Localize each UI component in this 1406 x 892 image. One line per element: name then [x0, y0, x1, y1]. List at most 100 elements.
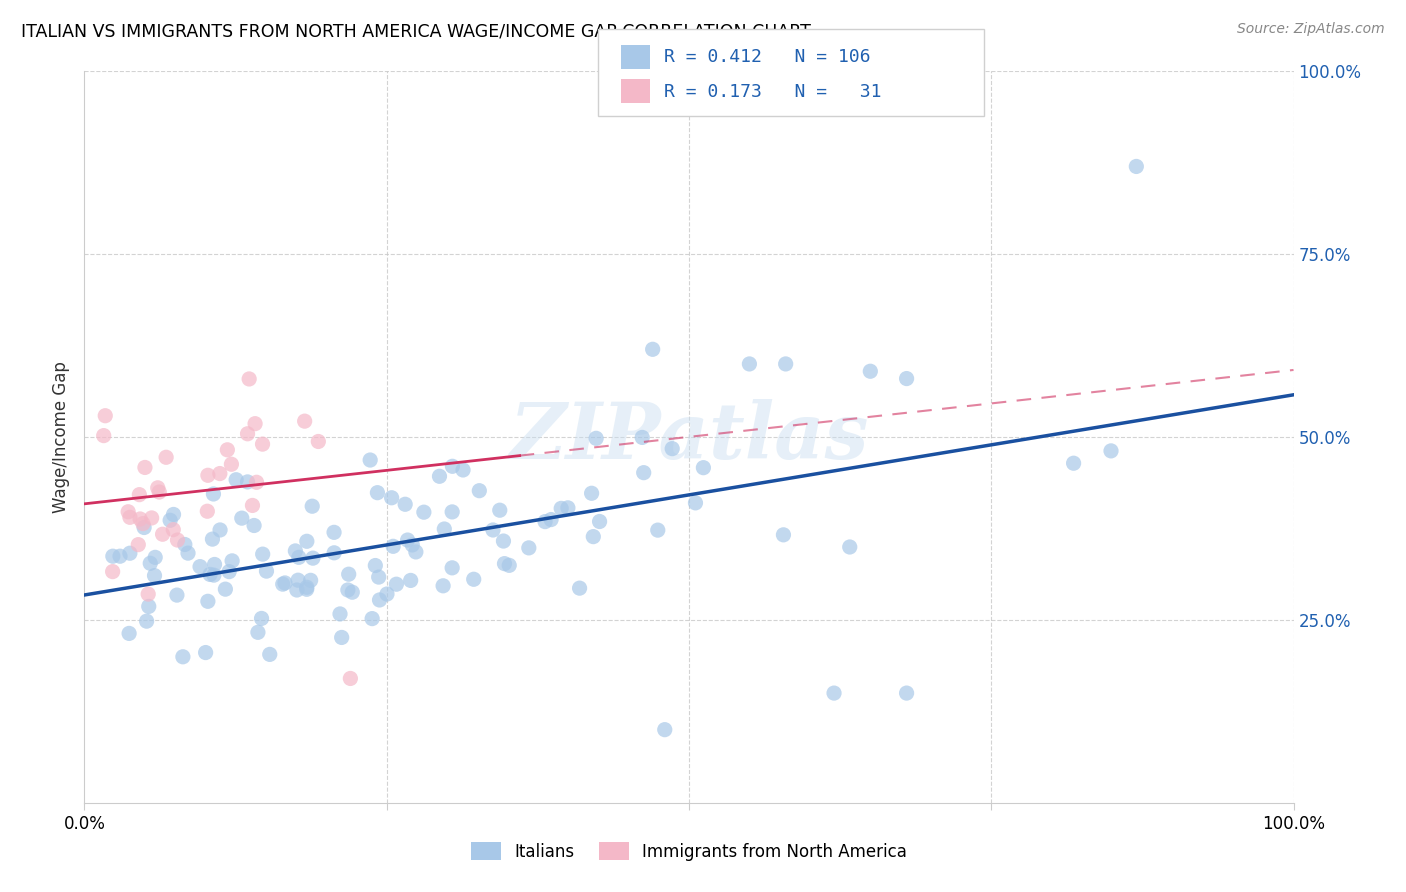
Point — [385, 577, 408, 591]
Point — [209, 523, 232, 537]
Point — [429, 469, 451, 483]
Point — [336, 582, 359, 597]
Point — [401, 538, 423, 552]
Point — [271, 577, 294, 591]
Point — [214, 582, 236, 596]
Point — [127, 538, 149, 552]
Text: ITALIAN VS IMMIGRANTS FROM NORTH AMERICA WAGE/INCOME GAP CORRELATION CHART: ITALIAN VS IMMIGRANTS FROM NORTH AMERICA… — [21, 22, 811, 40]
Point — [295, 580, 318, 594]
Point — [299, 574, 322, 588]
Point — [382, 539, 405, 553]
Point — [208, 467, 231, 481]
Point — [202, 487, 225, 501]
Point — [492, 534, 515, 549]
Point — [581, 486, 603, 500]
Point — [225, 473, 247, 487]
Point — [118, 626, 141, 640]
Point — [139, 557, 162, 571]
Point — [368, 593, 391, 607]
Point — [243, 417, 266, 431]
Point — [295, 582, 318, 597]
Point — [633, 466, 655, 480]
Point — [118, 510, 141, 524]
Point — [134, 460, 156, 475]
Point — [838, 540, 860, 554]
Point — [236, 475, 259, 489]
Point — [396, 533, 419, 547]
Point — [201, 532, 224, 546]
Y-axis label: Wage/Income Gap: Wage/Income Gap — [52, 361, 70, 513]
Point — [143, 550, 166, 565]
Point — [896, 686, 918, 700]
Point — [329, 607, 352, 621]
Point — [307, 434, 329, 449]
Point — [859, 364, 882, 378]
Point — [568, 581, 591, 595]
Point — [132, 520, 155, 534]
Point — [172, 649, 194, 664]
Point — [129, 512, 152, 526]
Point — [692, 460, 714, 475]
Point — [585, 431, 607, 445]
Point — [685, 496, 707, 510]
Point — [463, 572, 485, 586]
Point — [412, 505, 434, 519]
Point — [173, 537, 195, 551]
Text: R = 0.412   N = 106: R = 0.412 N = 106 — [664, 48, 870, 66]
Point — [540, 512, 562, 526]
Point — [441, 459, 464, 474]
Point — [432, 579, 454, 593]
Point — [631, 430, 654, 444]
Point — [152, 527, 174, 541]
Point — [101, 549, 124, 564]
Point — [195, 504, 218, 518]
Point — [582, 530, 605, 544]
Point — [441, 505, 464, 519]
Text: Source: ZipAtlas.com: Source: ZipAtlas.com — [1237, 22, 1385, 37]
Legend: Italians, Immigrants from North America: Italians, Immigrants from North America — [464, 836, 914, 868]
Point — [405, 545, 427, 559]
Point — [146, 481, 169, 495]
Point — [148, 485, 170, 500]
Point — [738, 357, 761, 371]
Point — [339, 672, 361, 686]
Point — [162, 508, 184, 522]
Point — [517, 541, 540, 555]
Point — [135, 614, 157, 628]
Point — [654, 723, 676, 737]
Point — [468, 483, 491, 498]
Point — [141, 511, 163, 525]
Point — [361, 612, 384, 626]
Point — [330, 631, 353, 645]
Point — [381, 491, 404, 505]
Point — [482, 523, 505, 537]
Point — [342, 585, 364, 599]
Point — [550, 501, 572, 516]
Point — [117, 505, 139, 519]
Point — [366, 485, 388, 500]
Point — [441, 561, 464, 575]
Point — [231, 511, 253, 525]
Point — [772, 528, 794, 542]
Point — [394, 497, 416, 511]
Point — [337, 567, 360, 582]
Point — [136, 587, 159, 601]
Point — [197, 468, 219, 483]
Point — [236, 426, 259, 441]
Point — [375, 587, 398, 601]
Point — [218, 565, 240, 579]
Point — [433, 522, 456, 536]
Point — [252, 547, 274, 561]
Point — [287, 573, 309, 587]
Point — [138, 599, 160, 614]
Point — [204, 558, 226, 572]
Point — [128, 488, 150, 502]
Point — [194, 646, 217, 660]
Point — [243, 518, 266, 533]
Point — [1099, 443, 1122, 458]
Point — [166, 588, 188, 602]
Point — [498, 558, 520, 573]
Point — [132, 516, 155, 531]
Point — [155, 450, 177, 465]
Point — [274, 576, 297, 591]
